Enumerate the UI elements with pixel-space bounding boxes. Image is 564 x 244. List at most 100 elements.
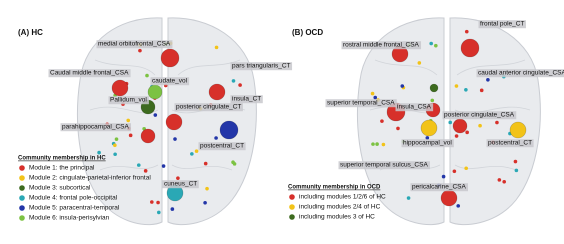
region-label: caudal anterior cingulate_CSA (478, 70, 564, 77)
node (461, 39, 479, 57)
region-label: postcentral_CT (488, 140, 532, 147)
node (455, 134, 459, 138)
legend-label: Module 6: insula-perisylvian (29, 215, 110, 222)
node (129, 134, 133, 138)
legend-marker (19, 205, 25, 211)
node (400, 84, 404, 88)
node (190, 152, 194, 156)
legend-marker (19, 215, 25, 221)
node (515, 169, 519, 173)
node (154, 113, 158, 117)
legend-title: Community membership in OCD (288, 185, 381, 191)
node (204, 162, 208, 166)
region-label: hippocampal_vol (403, 140, 452, 147)
node (214, 136, 218, 140)
region-label: postcentral_CT (200, 143, 244, 150)
node (371, 142, 375, 146)
legend-marker (289, 204, 295, 210)
node (465, 131, 469, 135)
node (203, 201, 207, 205)
node (407, 196, 411, 200)
node (456, 204, 460, 208)
node (145, 74, 149, 78)
node (150, 200, 154, 204)
region-label: cuneus_CT (164, 181, 197, 188)
node (144, 169, 148, 173)
node (113, 152, 117, 156)
node (486, 78, 490, 82)
node (430, 84, 438, 92)
legend-label: including modules 1/2/6 of HC (299, 194, 386, 201)
region-label: superior temporal sulcus_CSA (340, 162, 428, 169)
legend-label: Module 4: frontal pole-occipital (29, 195, 118, 202)
region-label: medial orbitofrontal_CSA (98, 41, 171, 48)
node (238, 83, 242, 87)
node (173, 137, 177, 141)
region-label: posterior cingulate_CT (176, 104, 241, 111)
node (232, 79, 236, 83)
region-label: Caudal middle frontal_CSA (50, 70, 129, 77)
node (495, 121, 499, 125)
node (233, 162, 237, 166)
node (195, 149, 199, 153)
node (371, 92, 375, 96)
node (455, 84, 459, 88)
region-label: posterior cingulate_CSA (444, 112, 515, 119)
region-label: superior temporal_CSA (327, 100, 395, 107)
node (514, 160, 518, 164)
legend-label: Module 3: subcortical (29, 185, 91, 192)
legend-title: Community membership in HC (18, 156, 106, 162)
legend-marker (19, 165, 25, 171)
node (453, 169, 457, 173)
node (442, 175, 446, 179)
node (97, 151, 101, 155)
region-label: parahippocampal_CSA (62, 124, 130, 131)
node (161, 49, 179, 67)
node (220, 121, 238, 139)
node (375, 142, 379, 146)
node (434, 44, 438, 48)
legend-marker (289, 214, 295, 220)
node (502, 180, 506, 184)
node (176, 176, 180, 180)
region-label: insula_CT (232, 96, 261, 103)
node (441, 190, 457, 206)
hemisphere (77, 18, 162, 225)
node (209, 84, 225, 100)
node (156, 201, 160, 205)
legend-label: Module 5: paracentral-temporal (29, 205, 120, 212)
region-label: Pallidum_vol (110, 97, 147, 104)
node (478, 124, 482, 128)
node (112, 80, 128, 96)
node (205, 187, 209, 191)
node (138, 49, 142, 53)
node (448, 121, 452, 125)
legend-label: Module 1: the principal (29, 165, 95, 172)
node (465, 30, 469, 34)
node (115, 137, 119, 141)
region-label: rostral middle frontal_CSA (343, 42, 420, 49)
node (421, 120, 437, 136)
node (510, 122, 526, 138)
node (464, 88, 468, 92)
legend-marker (19, 195, 25, 201)
node (113, 144, 117, 148)
region-label: pericalcarine_CSA (412, 184, 466, 191)
legend-label: including modules 3 of HC (299, 214, 375, 221)
node (430, 99, 434, 103)
legend-label: Module 2: cingulate-parietal-inferior fr… (29, 175, 151, 182)
node (148, 85, 162, 99)
node (157, 211, 161, 215)
legend-marker (19, 185, 25, 191)
region-label: caudate_vol (152, 78, 188, 85)
region-label: pars triangularis_CT (232, 63, 291, 70)
node (418, 61, 422, 65)
node (215, 46, 219, 50)
panel-title: (A) HC (18, 28, 43, 37)
node (498, 178, 502, 182)
node (137, 163, 141, 167)
region-label: frontal pole_CT (480, 21, 524, 28)
node (380, 119, 384, 123)
